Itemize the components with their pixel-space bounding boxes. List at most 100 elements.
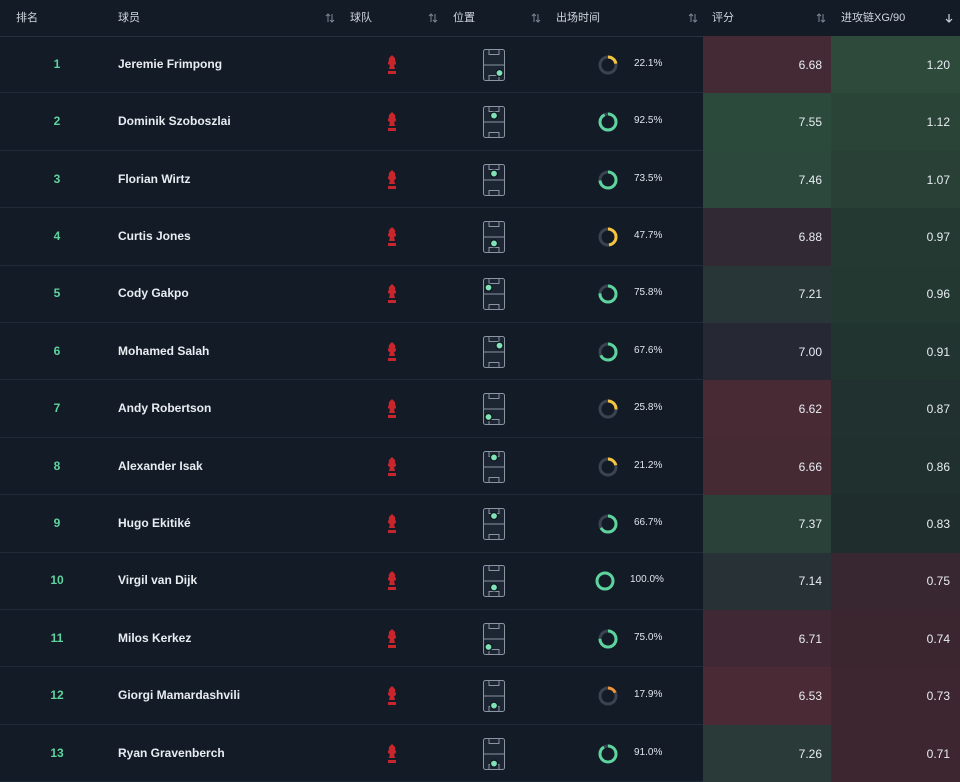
- player-name[interactable]: Milos Kerkez: [118, 630, 192, 645]
- crest-text: [388, 128, 396, 132]
- column-header[interactable]: 位置: [453, 12, 475, 24]
- team-crest[interactable]: [385, 398, 399, 420]
- position-pitch: [483, 106, 505, 139]
- team-crest[interactable]: [385, 283, 399, 305]
- team-crest[interactable]: [385, 111, 399, 133]
- xg-cell: [831, 495, 960, 553]
- xg-cell: [831, 667, 960, 725]
- sort-icon[interactable]: [428, 13, 438, 23]
- xg-cell: [831, 36, 960, 94]
- player-name[interactable]: Alexander Isak: [118, 458, 203, 473]
- column-header[interactable]: 评分: [712, 12, 734, 24]
- pitch-box: [488, 533, 500, 540]
- donut-arc: [598, 112, 618, 132]
- xg-value: 0.71: [926, 746, 950, 761]
- minutes-label: 22.1%: [634, 57, 663, 69]
- player-name[interactable]: Curtis Jones: [118, 228, 191, 243]
- xg-cell: [831, 552, 960, 610]
- minutes-label: 67.6%: [634, 344, 663, 356]
- rating-cell: [703, 265, 831, 323]
- table-row[interactable]: [0, 208, 960, 266]
- player-name[interactable]: Andy Robertson: [118, 401, 212, 416]
- sort-icon[interactable]: [816, 13, 826, 23]
- crest-bird: [387, 743, 397, 758]
- team-crest[interactable]: [385, 456, 399, 478]
- pitch-box: [488, 565, 500, 572]
- minutes-label: 21.2%: [634, 459, 663, 471]
- rank: 5: [53, 286, 61, 301]
- position-dot: [489, 583, 499, 592]
- player-name[interactable]: Mohamed Salah: [118, 343, 210, 358]
- position-pitch: [483, 680, 505, 713]
- rating-cell: [703, 208, 831, 266]
- rating: 7.21: [798, 287, 822, 302]
- team-crest[interactable]: [385, 226, 399, 248]
- donut-arc: [598, 55, 618, 75]
- column-header[interactable]: 进攻链XG/90: [841, 12, 906, 24]
- table-row[interactable]: [0, 151, 960, 209]
- xg-value: 0.83: [926, 516, 950, 531]
- player-name[interactable]: Jeremie Frimpong: [118, 56, 223, 71]
- team-crest[interactable]: [385, 169, 399, 191]
- player-name[interactable]: Cody Gakpo: [118, 286, 189, 301]
- rating: 6.66: [798, 459, 822, 474]
- rank: 9: [53, 515, 61, 530]
- rating-cell: [703, 495, 831, 553]
- table-row[interactable]: [0, 266, 960, 323]
- position-pitch: [483, 220, 505, 253]
- table-row[interactable]: [0, 553, 960, 610]
- position-pitch: [483, 163, 505, 196]
- team-crest[interactable]: [385, 570, 399, 592]
- sort-icon[interactable]: [325, 13, 335, 23]
- player-name[interactable]: Virgil van Dijk: [118, 573, 198, 588]
- team-crest[interactable]: [385, 685, 399, 707]
- rating: 6.68: [798, 57, 822, 72]
- team-crest[interactable]: [385, 341, 399, 363]
- rank: 13: [50, 745, 64, 760]
- player-name[interactable]: Ryan Gravenberch: [118, 745, 225, 760]
- donut-arc: [595, 571, 615, 591]
- pitch-box: [488, 476, 500, 483]
- player-name[interactable]: Hugo Ekitiké: [118, 515, 191, 530]
- column-header[interactable]: 球队: [350, 12, 372, 24]
- player-name[interactable]: Giorgi Mamardashvili: [118, 688, 241, 703]
- xg-cell: [831, 150, 960, 209]
- column-header[interactable]: 球员: [118, 12, 140, 24]
- table-row[interactable]: [0, 438, 960, 496]
- table-row[interactable]: [0, 323, 960, 381]
- sort-icon[interactable]: [531, 13, 541, 23]
- minutes-donut: [598, 55, 618, 75]
- team-crest[interactable]: [385, 628, 399, 650]
- rating: 6.71: [798, 631, 822, 646]
- table-row[interactable]: [0, 36, 960, 94]
- player-name[interactable]: Dominik Szoboszlai: [118, 114, 231, 129]
- crest-bird: [387, 112, 397, 127]
- sort-down: [432, 14, 438, 23]
- table-row[interactable]: [0, 93, 960, 151]
- table-row[interactable]: [0, 667, 960, 725]
- xg-value: 0.96: [926, 287, 950, 302]
- table-row[interactable]: [0, 380, 960, 438]
- position-pitch: [483, 622, 505, 655]
- sort-icon[interactable]: [944, 13, 954, 23]
- xg-value: 0.73: [926, 689, 950, 704]
- column-header[interactable]: 出场时间: [556, 12, 600, 24]
- position-pitch: [483, 393, 505, 426]
- rating: 6.62: [798, 402, 822, 417]
- minutes-donut: [598, 284, 618, 304]
- sort-icon[interactable]: [688, 13, 698, 23]
- table-row[interactable]: [0, 610, 960, 668]
- column-header[interactable]: 排名: [16, 12, 38, 24]
- team-crest[interactable]: [385, 54, 399, 76]
- xg-cell: [831, 93, 960, 151]
- crest-bird: [387, 169, 397, 184]
- rating-cell: [703, 724, 831, 782]
- team-crest[interactable]: [385, 513, 399, 535]
- rank: 11: [50, 630, 64, 645]
- team-crest[interactable]: [385, 743, 399, 765]
- rating: 7.37: [798, 516, 822, 531]
- table-row[interactable]: [0, 495, 960, 553]
- crest-bird: [387, 686, 397, 701]
- player-name[interactable]: Florian Wirtz: [118, 171, 191, 186]
